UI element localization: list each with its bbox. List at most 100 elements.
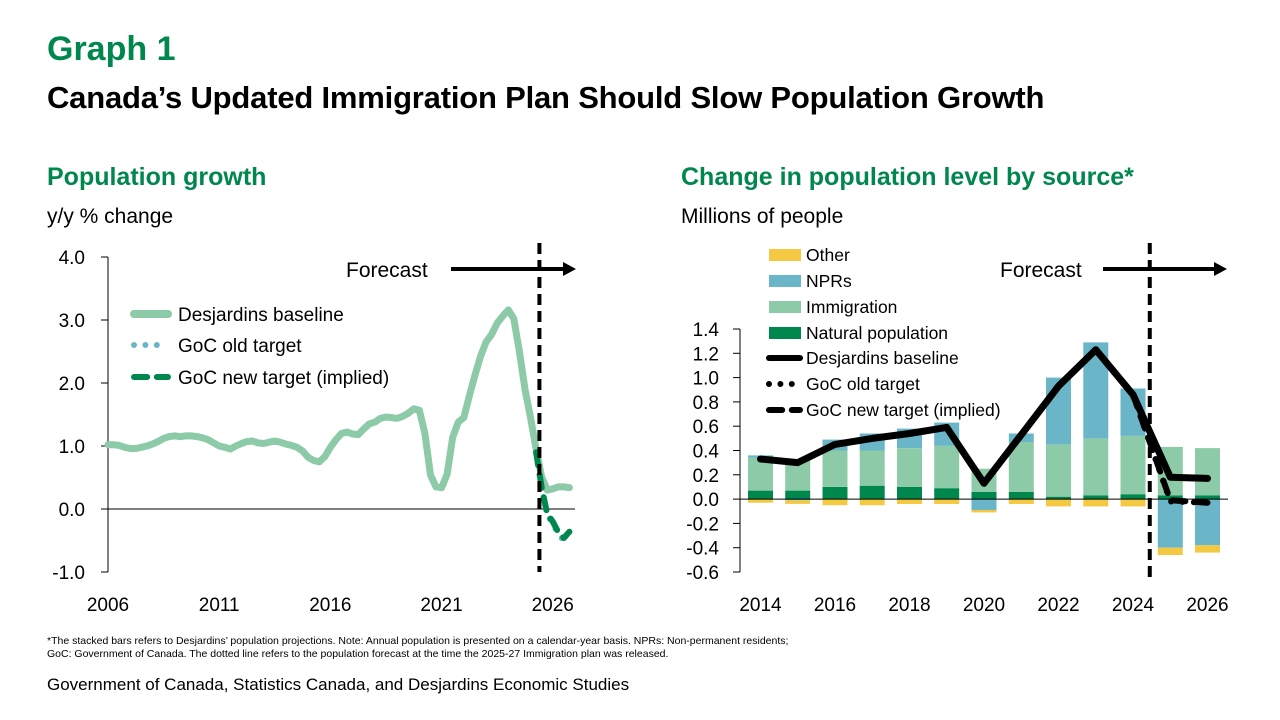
y-tick-label: 0.2 — [693, 466, 719, 487]
bar-segment-immigration — [859, 450, 885, 486]
legend-label: GoC old target — [806, 374, 920, 394]
legend-label: GoC new target (implied) — [178, 368, 389, 389]
bar-segment-natural-population — [1046, 496, 1071, 500]
bar-segment-other — [859, 499, 885, 506]
bar-segment-natural-population — [748, 490, 773, 500]
bar-segment-nprs — [1195, 499, 1220, 546]
legend-label: GoC old target — [178, 336, 302, 357]
bar-segment-other — [1083, 499, 1109, 507]
bar-segment-other — [1046, 499, 1071, 507]
x-tick-label: 2016 — [814, 595, 856, 616]
bar-segment-immigration — [1120, 435, 1146, 495]
y-tick-label: -0.2 — [686, 514, 719, 535]
legend-swatch-nprs — [769, 275, 801, 287]
left-chart-title: Population growth — [47, 163, 267, 191]
y-tick-label: 1.0 — [693, 369, 719, 390]
bar-segment-natural-population — [1083, 495, 1109, 500]
right-chart-unit: Millions of people — [681, 205, 844, 228]
series-line-goc-new-target-implied — [1130, 391, 1211, 506]
bar-segment-natural-population — [822, 486, 848, 500]
x-tick-label: 2026 — [532, 595, 574, 616]
series-line-desjardins-baseline — [104, 306, 573, 494]
y-tick-label: -0.6 — [686, 563, 719, 584]
y-tick-label: 0.8 — [693, 393, 719, 414]
page-title: Canada’s Updated Immigration Plan Should… — [47, 80, 1045, 115]
forecast-arrow-head-icon — [563, 262, 576, 276]
bar-segment-other — [1157, 547, 1183, 555]
bar-segment-natural-population — [971, 491, 997, 500]
legend-label: NPRs — [806, 271, 852, 291]
y-tick-label: 3.0 — [59, 311, 85, 332]
y-tick-label: 1.4 — [693, 320, 720, 341]
right-chart-title: Change in population level by source* — [681, 163, 1134, 191]
bar-segment-other — [785, 500, 811, 504]
series-line-goc-new-target-implied — [533, 449, 573, 541]
bar-segment-other — [897, 499, 922, 504]
y-tick-label: 2.0 — [59, 374, 85, 395]
legend-label: Desjardins baseline — [178, 305, 344, 326]
x-tick-label: 2021 — [420, 595, 462, 616]
y-tick-label: 0.0 — [693, 490, 719, 511]
population-change-by-source-chart: 1.4 1.2 1.0 0.8 0.6 0.4 0.2 0.0 -0.2 -0.4 -0.6 2014… — [686, 243, 1229, 616]
y-tick-label: -1.0 — [52, 563, 85, 584]
bar-segment-other — [971, 510, 997, 513]
x-tick-label: 2026 — [1186, 595, 1228, 616]
source-note: Government of Canada, Statistics Canada,… — [47, 675, 630, 694]
bar-segment-nprs — [1157, 499, 1183, 548]
bar-segment-immigration — [822, 450, 848, 487]
y-tick-label: 4.0 — [59, 248, 85, 269]
y-tick-label: -0.4 — [686, 539, 719, 560]
forecast-arrow-head-icon — [1214, 262, 1227, 276]
bar-segment-natural-population — [934, 488, 960, 500]
bar-segment-nprs — [971, 499, 997, 510]
forecast-label: Forecast — [1000, 259, 1082, 282]
footnote-line-1: *The stacked bars refers to Desjardins’ … — [47, 635, 789, 647]
x-tick-label: 2014 — [739, 595, 782, 616]
x-tick-label: 2022 — [1037, 595, 1079, 616]
bar-segment-natural-population — [1120, 494, 1146, 500]
legend-swatch-other — [769, 249, 801, 261]
bar-segment-natural-population — [785, 490, 811, 500]
bar-segment-immigration — [934, 445, 960, 489]
bar-segment-other — [1195, 545, 1220, 553]
y-tick-label: 0.6 — [693, 417, 719, 438]
forecast-label: Forecast — [346, 259, 428, 282]
bar-segment-natural-population — [897, 486, 922, 500]
y-tick-label: 1.0 — [59, 437, 85, 458]
legend-label: Other — [806, 245, 850, 265]
x-tick-label: 2024 — [1112, 595, 1155, 616]
bar-segment-immigration — [1195, 448, 1220, 496]
x-tick-label: 2006 — [87, 595, 129, 616]
x-tick-label: 2016 — [309, 595, 351, 616]
bar-segment-other — [822, 499, 848, 506]
left-chart-unit: y/y % change — [47, 205, 174, 228]
bar-segment-other — [1008, 499, 1034, 504]
graph-label: Graph 1 — [47, 30, 176, 68]
footnote: *The stacked bars refers to Desjardins’ … — [47, 635, 788, 661]
legend-swatch-natural-population — [769, 327, 801, 339]
y-tick-label: 1.2 — [693, 344, 719, 365]
legend-label: GoC new target (implied) — [806, 400, 1001, 420]
bar-segment-natural-population — [1157, 495, 1183, 500]
bar-segment-other — [934, 499, 960, 504]
bar-segment-immigration — [1046, 444, 1071, 497]
bar-segment-natural-population — [1195, 495, 1220, 500]
x-tick-label: 2018 — [888, 595, 930, 616]
bar-segment-natural-population — [1008, 491, 1034, 500]
legend-swatch-immigration — [769, 301, 801, 313]
bar-segment-nprs — [785, 499, 811, 501]
x-tick-label: 2020 — [963, 595, 1005, 616]
legend-label: Desjardins baseline — [806, 348, 959, 368]
bar-segment-other — [748, 499, 773, 503]
bar-segment-other — [1120, 499, 1146, 507]
x-tick-label: 2011 — [199, 595, 240, 616]
footnote-line-2: GoC: Government of Canada. The dotted li… — [47, 648, 669, 660]
y-tick-label: 0.0 — [59, 500, 85, 521]
legend-label: Natural population — [806, 323, 948, 343]
legend-label: Immigration — [806, 297, 897, 317]
bar-segment-immigration — [897, 448, 922, 487]
bar-segment-immigration — [1083, 438, 1109, 496]
y-tick-label: 0.4 — [693, 442, 720, 463]
